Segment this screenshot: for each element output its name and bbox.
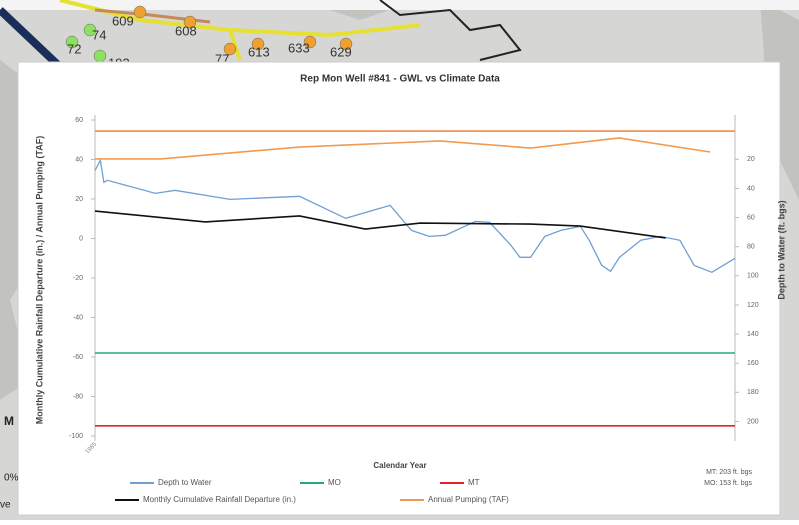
map-marker — [65, 35, 79, 49]
x-axis-label: Calendar Year — [373, 461, 426, 470]
y-tick-label: 0 — [79, 235, 83, 242]
y2-tick-label: 40 — [747, 185, 755, 192]
y-tick-label: 40 — [75, 156, 83, 163]
y-tick-label: -100 — [69, 433, 83, 440]
legend-label: MO — [328, 478, 341, 487]
map-marker — [183, 15, 197, 29]
map-marker — [83, 23, 97, 37]
map-marker — [223, 42, 237, 56]
map-label: 629 — [330, 44, 352, 59]
map-labels: 609608747277613633629193 — [65, 5, 353, 70]
side-text: M — [4, 414, 14, 428]
y-axis-label: Monthly Cumulative Rainfall Departure (i… — [34, 136, 44, 425]
y2-tick-label: 80 — [747, 244, 755, 251]
legend-label: MT — [468, 478, 480, 487]
y-tick-label: -20 — [73, 275, 83, 282]
legend-label: Depth to Water — [158, 478, 212, 487]
map-label: 608 — [175, 23, 197, 38]
y2-tick-label: 20 — [747, 156, 755, 163]
y-tick-label: -80 — [73, 393, 83, 400]
y-tick-label: -60 — [73, 354, 83, 361]
y2-tick-label: 120 — [747, 302, 759, 309]
y2-axis-label: Depth to Water (ft. bgs) — [776, 200, 786, 299]
map-marker — [303, 35, 317, 49]
y2-tick-label: 180 — [747, 389, 759, 396]
y2-tick-label: 140 — [747, 331, 759, 338]
map-label: 633 — [288, 40, 310, 55]
map-top-strip — [0, 0, 799, 10]
chart-panel — [17, 61, 781, 516]
y2-tick-label: 100 — [747, 273, 759, 280]
y-tick-label: -40 — [73, 314, 83, 321]
annotation: MO: 153 ft. bgs — [704, 480, 752, 487]
y2-tick-label: 60 — [747, 214, 755, 221]
annotation: MT: 203 ft. bgs — [706, 469, 752, 476]
side-text: ve — [0, 500, 11, 511]
y2-tick-label: 200 — [747, 418, 759, 425]
map-marker — [93, 49, 107, 63]
map-marker — [251, 37, 265, 51]
map-marker — [339, 37, 353, 51]
boundary — [379, 0, 522, 61]
map-label: 74 — [92, 27, 106, 42]
legend-label: Annual Pumping (TAF) — [428, 495, 509, 504]
series-line — [95, 137, 711, 160]
y-tick-label: 60 — [75, 117, 83, 124]
series-line — [94, 158, 736, 274]
series-line — [94, 210, 666, 239]
map-label: 613 — [248, 44, 270, 59]
y-tick-label: 20 — [75, 196, 83, 203]
chart-title: Rep Mon Well #841 - GWL vs Climate Data — [300, 74, 500, 85]
side-text: 0% — [4, 473, 19, 484]
map-marker — [133, 5, 147, 19]
map-label: 72 — [67, 41, 81, 56]
y2-tick-label: 160 — [747, 360, 759, 367]
map-label: 609 — [112, 13, 134, 28]
legend-label: Monthly Cumulative Rainfall Departure (i… — [143, 495, 296, 504]
